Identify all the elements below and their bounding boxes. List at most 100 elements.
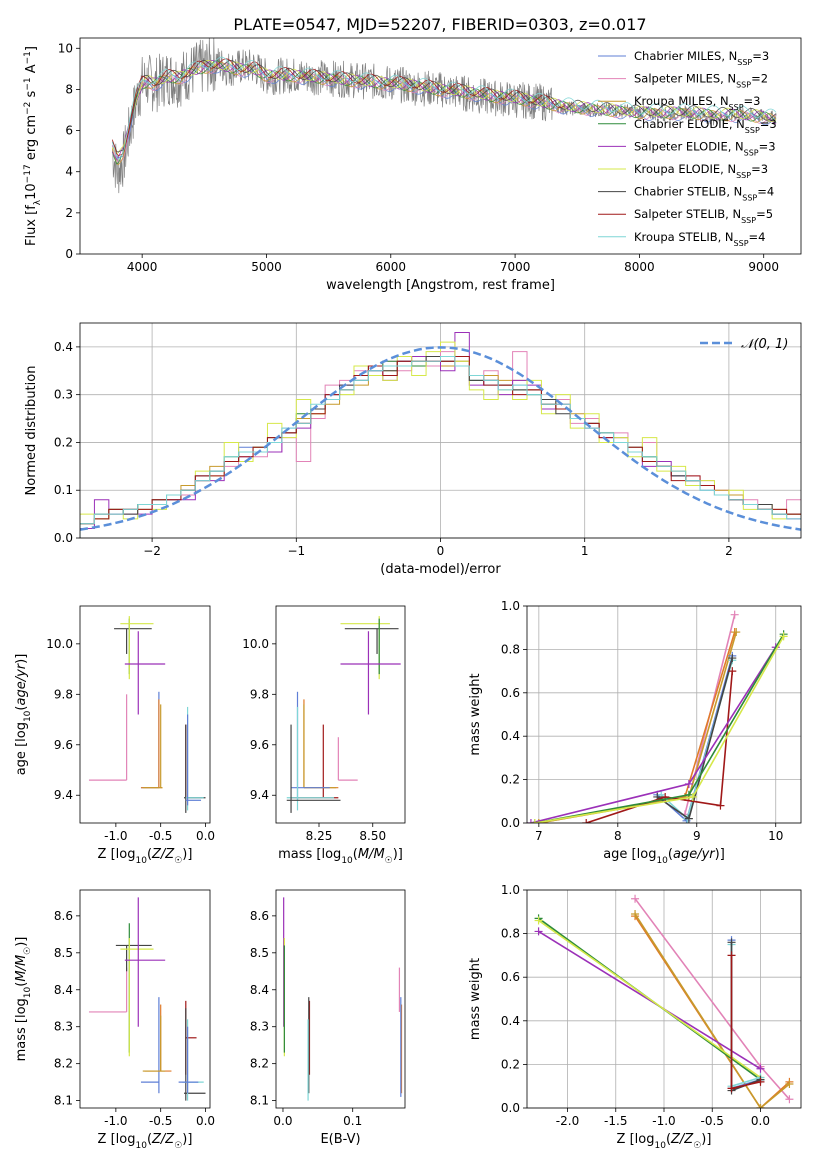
x-tick-label: 0.1 [343,1114,362,1128]
y-axis-label-part: mass weight [468,673,483,755]
x-axis-label-part: Z/Z [670,1132,694,1147]
mass-weight-marker [688,792,697,801]
x-axis-label-part: )] [393,847,403,862]
legend-suffix: =3 [744,94,761,108]
mass-weight-line-3 [538,930,761,1070]
x-axis-label-part: (data-model)/error [380,562,501,577]
x-axis-label-part: Z/Z [151,1132,175,1147]
y-axis-label-part: Flux [f [24,205,39,246]
y-tick-label: 0.6 [501,970,520,984]
x-axis-label-part: )] [715,847,725,862]
mass-weight-marker [530,819,539,823]
x-axis-label-part: Z/Z [151,847,175,862]
gaussian-curve [80,346,801,531]
y-axis-label-part: 10 [23,710,33,722]
legend-entry-label: Chabrier ELODIE, NSSP=3 [634,117,777,135]
legend-entry-label: 𝒩(0, 1) [741,337,788,352]
y-tick-label: 8.5 [54,946,73,960]
x-tick-label: 0.0 [273,1114,292,1128]
y-tick-label: 8.5 [250,946,269,960]
legend-sub: SSP [729,103,744,112]
legend-text: Chabrier STELIB, N [634,185,742,199]
lines-mass-weight-vs-Z [534,894,794,1108]
x-tick-label: 6000 [376,260,407,274]
x-tick-label: -0.5 [149,829,172,843]
x-axis-label-part: ☉ [693,1141,701,1151]
legend-entry-label: Salpeter ELODIE, NSSP=3 [634,139,776,157]
legend-entry-label: Kroupa MILES, NSSP=3 [634,94,760,112]
y-tick-label: 6 [65,124,73,138]
x-tick-label: -2.0 [556,1114,579,1128]
y-tick-label: 2 [65,206,73,220]
axes-frame [79,889,211,1109]
y-axis-label-part: ( [14,706,29,711]
legend-suffix: =3 [751,162,768,176]
y-tick-label: 0.2 [54,435,73,449]
x-tick-label: 2 [725,544,733,558]
mass-weight-marker [727,938,736,947]
y-tick-label: 0.1 [54,483,73,497]
mass-weight-marker [756,1104,765,1108]
x-tick-label: 4000 [127,260,158,274]
mass-weight-marker [756,1077,765,1086]
x-tick-label: 0.0 [196,1114,215,1128]
x-axis-label-part: E(B-V) [320,1132,360,1147]
x-axis-label: Z [log10(Z/Z☉)] [98,1132,193,1151]
y-axis-label: age [log10(age/yr)] [14,654,33,776]
mass-weight-line-7 [730,944,761,1088]
x-tick-label: -1.0 [104,1114,127,1128]
hist-legend: 𝒩(0, 1) [700,337,788,352]
y-axis-label-part: age/yr [14,662,29,705]
x-axis-label: mass [log10(M/M☉)] [278,847,403,866]
x-axis-label-part: 10 [135,856,147,866]
mass-weight-marker [779,632,788,641]
crosses-age-vs-Z [88,616,206,813]
y-tick-label: 8.2 [250,1057,269,1071]
x-axis-label: E(B-V) [320,1132,360,1147]
y-axis-label: mass weight [468,958,483,1040]
legend-entry-label: Salpeter STELIB, NSSP=5 [634,207,773,225]
mass-weight-marker [785,1080,794,1089]
legend-entry-label: Chabrier MILES, NSSP=3 [634,49,769,67]
x-tick-label: -1.0 [652,1114,675,1128]
x-axis-label-part: 10 [135,1141,147,1151]
y-tick-label: 8 [65,82,73,96]
chart-title: PLATE=0547, MJD=52207, FIBERID=0303, z=0… [233,15,646,34]
axes-mass-vs-EBV: 0.0 0.1 8.1 8.2 8.3 8.4 8.5 8.6 [250,909,362,1128]
x-axis-label-part: ☉ [174,1141,182,1151]
y-axis-label: mass [log10(M/M☉)] [14,937,33,1062]
x-axis-label-part: age/yr [673,847,716,862]
y-tick-label: 0.8 [501,642,520,656]
axes-frame [526,889,802,1109]
legend-suffix: =4 [749,230,766,244]
legend-text: Chabrier ELODIE, N [634,117,745,131]
x-tick-label: -1.5 [604,1114,627,1128]
x-axis-label: age [log10(age/yr)] [603,847,725,866]
mass-weight-marker [582,819,591,823]
x-tick-label: 0.0 [196,829,215,843]
x-axis-label-part: 10 [341,856,353,866]
y-axis-label-part: ( [14,982,29,987]
x-tick-label: 8.50 [359,829,386,843]
y-axis-label-part: ☉ [23,947,33,955]
panels: 4000 5000 6000 7000 8000 90000246810Chabrier … [14,37,802,1151]
y-axis-label-part: A [24,64,39,77]
y-axis-label-part: −2 [23,102,33,115]
x-axis-label: wavelength [Angstrom, rest frame] [326,278,555,293]
y-axis-label-part: 10 [23,986,33,998]
y-axis-label-part: s [24,90,39,101]
legend-sub: SSP [734,238,749,247]
y-tick-label: 8.2 [54,1057,73,1071]
x-axis-label-part: 10 [656,856,668,866]
model-spectrum-6 [111,59,777,153]
mass-weight-marker [527,819,535,823]
crosses-mass-vs-EBV [283,897,403,1101]
x-axis-label-part: )] [182,1132,192,1147]
mass-weight-marker [727,1084,736,1093]
y-tick-label: 0.8 [501,927,520,941]
mass-weight-marker [785,1095,794,1104]
legend-suffix: =4 [757,185,774,199]
crosses-age-vs-mass [286,616,401,813]
x-tick-label: −1 [287,544,305,558]
legend-suffix: =2 [751,72,768,86]
